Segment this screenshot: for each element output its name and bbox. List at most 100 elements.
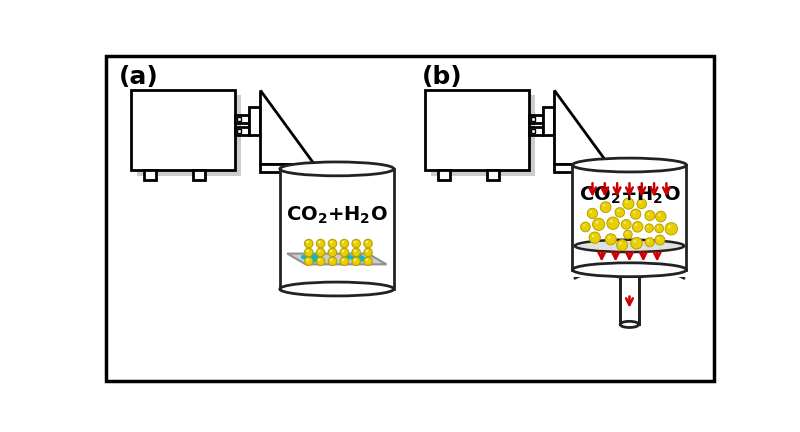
Circle shape [645, 210, 655, 220]
Bar [573, 165, 686, 276]
Bar [621, 278, 638, 324]
Circle shape [366, 259, 368, 261]
Polygon shape [554, 89, 608, 164]
Circle shape [637, 199, 646, 209]
Circle shape [583, 224, 585, 226]
Polygon shape [287, 254, 386, 264]
Circle shape [655, 211, 666, 222]
Circle shape [316, 239, 325, 248]
Circle shape [622, 219, 631, 229]
Ellipse shape [574, 240, 684, 252]
Circle shape [305, 248, 313, 257]
Circle shape [647, 213, 650, 215]
Circle shape [340, 248, 349, 257]
Circle shape [352, 257, 361, 266]
Circle shape [635, 224, 638, 226]
Bar [235, 127, 249, 135]
Circle shape [328, 257, 337, 266]
Circle shape [630, 237, 642, 249]
Circle shape [305, 239, 313, 248]
Bar [137, 95, 241, 176]
Bar [530, 115, 543, 123]
Circle shape [330, 259, 332, 261]
Circle shape [318, 250, 321, 252]
Circle shape [352, 239, 361, 248]
Circle shape [593, 218, 605, 230]
Circle shape [354, 241, 356, 243]
Circle shape [615, 208, 625, 217]
Bar [426, 89, 530, 170]
Ellipse shape [620, 321, 638, 327]
Bar [237, 129, 241, 133]
Circle shape [354, 259, 356, 261]
Circle shape [645, 238, 654, 247]
Circle shape [610, 220, 613, 222]
Text: $\mathbf{CO_2{+}H_2O}$: $\mathbf{CO_2{+}H_2O}$ [578, 185, 680, 206]
Ellipse shape [280, 282, 394, 296]
Circle shape [655, 235, 665, 245]
Circle shape [330, 250, 332, 252]
Circle shape [340, 257, 349, 266]
Text: (b): (b) [422, 65, 462, 89]
Circle shape [366, 241, 368, 243]
Circle shape [617, 240, 627, 251]
Circle shape [623, 198, 634, 209]
Bar [530, 127, 543, 135]
Bar [249, 108, 260, 135]
Circle shape [316, 248, 325, 257]
Bar [554, 164, 604, 172]
Bar [438, 170, 450, 180]
Circle shape [366, 250, 368, 252]
Circle shape [328, 248, 337, 257]
Bar [531, 129, 534, 133]
Circle shape [647, 240, 650, 242]
Circle shape [658, 237, 659, 239]
Ellipse shape [573, 158, 686, 172]
Circle shape [592, 235, 594, 237]
Bar [144, 170, 156, 180]
Circle shape [632, 222, 643, 232]
Circle shape [606, 234, 616, 245]
Circle shape [340, 239, 349, 248]
Circle shape [590, 211, 592, 213]
Circle shape [626, 200, 628, 203]
Circle shape [639, 201, 642, 203]
Circle shape [595, 221, 598, 224]
Circle shape [624, 222, 626, 224]
Circle shape [626, 232, 628, 234]
Ellipse shape [280, 162, 394, 176]
Circle shape [342, 259, 344, 261]
Polygon shape [260, 89, 314, 164]
Circle shape [619, 242, 622, 245]
Bar [487, 170, 499, 180]
Circle shape [364, 248, 372, 257]
Bar [235, 115, 249, 123]
Circle shape [647, 226, 649, 228]
Circle shape [600, 202, 611, 213]
Text: $\mathbf{CO_2{+}H_2O}$: $\mathbf{CO_2{+}H_2O}$ [286, 204, 388, 226]
Circle shape [633, 211, 635, 214]
Circle shape [318, 259, 321, 261]
Circle shape [608, 236, 610, 239]
Circle shape [658, 214, 661, 216]
Bar [237, 117, 241, 121]
Circle shape [306, 241, 309, 243]
Circle shape [364, 239, 372, 248]
Circle shape [587, 208, 598, 219]
Bar [430, 95, 534, 176]
Circle shape [306, 250, 309, 252]
Bar [193, 170, 205, 180]
Circle shape [328, 239, 337, 248]
Circle shape [364, 257, 372, 266]
Circle shape [581, 222, 590, 232]
Circle shape [634, 240, 636, 243]
Circle shape [330, 241, 332, 243]
Circle shape [645, 224, 654, 232]
Circle shape [305, 257, 313, 266]
Ellipse shape [573, 263, 686, 276]
Circle shape [306, 259, 309, 261]
FancyBboxPatch shape [106, 56, 714, 381]
Circle shape [354, 250, 356, 252]
Circle shape [352, 248, 361, 257]
Circle shape [657, 226, 659, 228]
